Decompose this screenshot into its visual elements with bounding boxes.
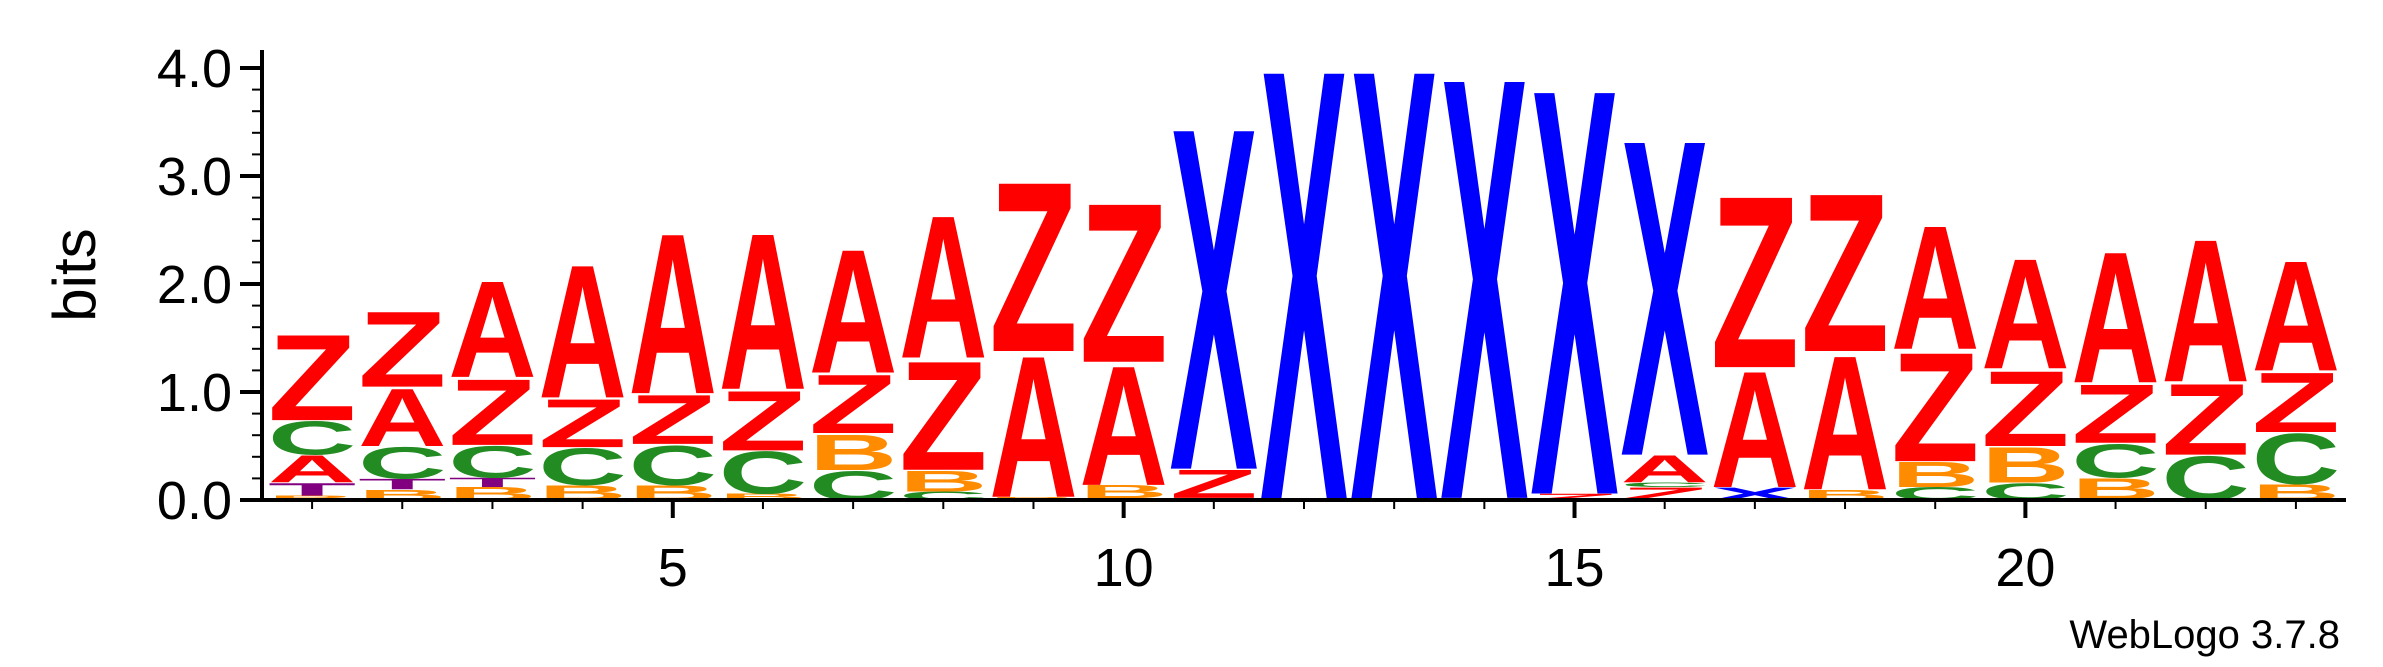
logo-letter-a: A [1621,448,1709,491]
logo-letter-c: C [538,437,626,496]
logo-letter-a: A [629,186,717,442]
logo-letter-x: X [1350,0,1439,631]
y-tick-label: 4.0 [157,39,232,99]
logo-letter-z: Z [629,381,717,460]
logo-letter-z: Z [1801,147,1889,400]
logo-letter-a: A [2071,213,2159,423]
logo-letter-z: Z [268,309,356,446]
logo-letter-t: T [448,475,536,490]
axes: 0.0 1.0 2.0 3.0 4.0 5 10 15 20 bits WebLogo 3.7… [41,39,2346,657]
logo-letter-z: Z [1981,349,2069,470]
logo-letter-z: Z [899,329,987,503]
y-tick-label: 0.0 [157,471,232,531]
logo-letter-t: T [268,479,356,499]
logo-letter-x: X [1260,0,1349,631]
logo-letter-c: C [448,437,536,487]
logo-letter-a: A [448,252,536,406]
logo-letter-c: C [358,438,446,488]
logo-letter-z: Z [989,132,1077,403]
logo-letter-c: C [719,440,807,507]
logo-letter-c: C [1621,482,1709,489]
x-tick-label: 10 [1094,538,1154,598]
y-tick-label: 2.0 [157,255,232,315]
logo-letter-a: A [1079,330,1167,522]
logo-letter-c: C [2071,434,2159,488]
logo-letter-x: X [1621,45,1710,551]
logo-letter-c: C [2252,419,2340,499]
logo-stacks: BTACZBTCAZBTCZABCZABCZABCZACBZACBZABAZCB… [268,0,2340,631]
logo-letter-a: A [2162,197,2250,425]
logo-letter-z: Z [1711,144,1799,420]
x-tick-label: 5 [658,538,688,598]
logo-letter-z: Z [1891,320,1979,494]
logo-letter-a: A [1981,225,2069,401]
logo-letter-a: A [1711,337,1799,523]
logo-letter-x: X [1170,26,1259,573]
x-tick-label: 15 [1544,538,1604,598]
logo-letter-a: A [358,372,446,464]
logo-letter-z: Z [1079,156,1167,410]
logo-letter-b: B [809,424,897,481]
y-tick-label: 1.0 [157,363,232,423]
logo-letter-a: A [2252,227,2340,403]
credit-label: WebLogo 3.7.8 [2069,613,2340,657]
x-tick-label: 20 [1995,538,2055,598]
y-tick-label: 3.0 [157,147,232,207]
y-ticks: 0.0 1.0 2.0 3.0 4.0 [157,39,262,531]
logo-letter-z: Z [719,373,807,469]
logo-letter-a: A [809,213,897,411]
logo-letter-z: Z [1530,492,1618,502]
logo-letter-b: B [899,464,987,498]
logo-letter-a: A [268,448,356,491]
logo-letter-x: X [1440,0,1529,626]
logo-letter-a: A [899,173,987,401]
logo-letter-z: Z [358,289,446,410]
logo-letter-x: X [1530,0,1619,618]
logo-letter-z: Z [2252,355,2340,451]
logo-letter-a: A [1891,189,1979,387]
logo-letter-z: Z [2162,363,2250,477]
x-ticks: 5 10 15 20 [311,500,2297,598]
logo-letter-b: B [1079,482,1167,502]
logo-letter-a: A [719,188,807,437]
logo-letter-c: C [268,411,356,465]
logo-letter-t: T [358,476,446,493]
logo-letter-z: Z [538,385,626,462]
y-axis-label: bits [41,228,108,321]
logo-letter-z: Z [2071,367,2159,461]
logo-letter-a: A [1801,316,1889,531]
logo-letter-b: B [1981,436,2069,493]
logo-letter-a: A [538,225,626,438]
logo-letter-b: B [1891,455,1979,495]
logo-letter-c: C [629,434,717,497]
logo-letter-z: Z [448,359,536,465]
logo-letter-z: Z [809,358,897,452]
logo-letter-b: B [268,495,356,502]
logo-letter-b: B [719,492,807,502]
